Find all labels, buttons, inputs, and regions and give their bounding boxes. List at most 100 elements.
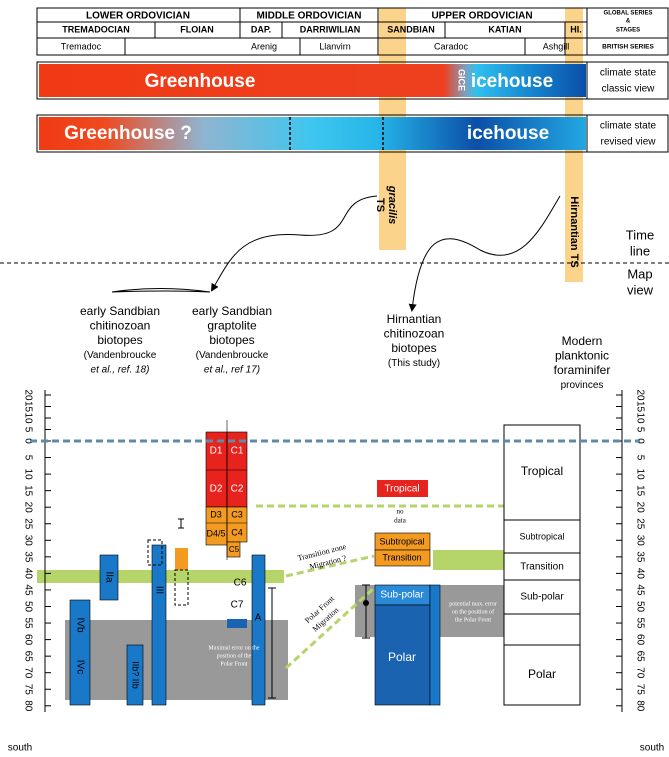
province-column (503, 424, 581, 706)
british-series: Caradoc (434, 41, 469, 51)
table-border (36, 7, 669, 56)
bar-frame (36, 61, 669, 100)
heading-line: chitinozoan (384, 327, 445, 341)
zone-label: D2 (210, 484, 223, 495)
tick-label: 60 (634, 634, 645, 646)
tick-label: 75 (634, 684, 645, 696)
zone (429, 584, 441, 706)
stage: SANDBIAN (387, 24, 435, 34)
map-label: Tropical (521, 464, 563, 478)
map-label: data (394, 517, 407, 525)
map-label: Polar (528, 667, 556, 681)
series: LOWER ORDOVICIAN (86, 11, 190, 22)
stage: DARRIWILIAN (300, 24, 361, 34)
zone (99, 554, 119, 601)
stage: FLOIAN (180, 24, 214, 34)
zone-label: C4 (231, 527, 243, 537)
map-label: IIa (103, 571, 114, 583)
header-table: LOWER ORDOVICIAN MIDDLE ORDOVICIAN UPPER… (36, 7, 669, 282)
stage: TREMADOCIAN (62, 24, 130, 34)
zone-label: C6 (234, 578, 247, 589)
icehouse: icehouse (471, 71, 553, 92)
dashed-zone (174, 569, 189, 606)
heading-line: early Sandbian (192, 304, 272, 318)
heading-line: Modern (562, 334, 603, 348)
zone-label: A (255, 613, 262, 624)
tick-label: 10 (22, 469, 33, 481)
tick-label: 20 (22, 389, 33, 401)
british-series: Tremadoc (61, 41, 102, 51)
tick-label: 65 (634, 651, 645, 663)
tick-label: 0 (22, 438, 33, 444)
table-lines (37, 8, 668, 55)
heading-line: biotopes (97, 333, 142, 347)
zone-a (251, 554, 266, 706)
tick-label: 15 (22, 401, 33, 413)
british-series: Arenig (251, 41, 277, 51)
dashed-zone (147, 539, 163, 566)
heading-line: foraminifer (554, 363, 611, 377)
tick-label: 40 (22, 568, 33, 580)
tick-label: 30 (634, 535, 645, 547)
caption: & (626, 19, 631, 25)
tick-label: 40 (634, 568, 645, 580)
migration-line (284, 586, 376, 670)
zone (374, 549, 431, 567)
tick-label: 80 (634, 700, 645, 712)
zone-d (205, 431, 228, 508)
zone-label: C2 (231, 484, 244, 495)
bar-frame (36, 114, 669, 153)
map-label: IIb? IIb (131, 661, 141, 689)
map-label: Polar (388, 650, 416, 664)
heading-line: Hirnantian (387, 312, 442, 326)
arrow (210, 195, 378, 292)
heading-line: chitinozoan (90, 319, 151, 333)
tick-label: 10 (634, 412, 645, 424)
map (37, 420, 581, 706)
tick-label: 5 (22, 427, 33, 433)
latitude-axes: 201510505101520253035404550556065707580s… (8, 389, 664, 753)
tick-label: 15 (634, 485, 645, 497)
axis-label: south (640, 743, 664, 754)
map-label: no (397, 508, 405, 516)
caption: STAGES (616, 28, 640, 34)
tick-label: 15 (634, 401, 645, 413)
divider-label: Map (627, 266, 652, 281)
tick-label: 55 (22, 617, 33, 629)
tick-label: 80 (22, 700, 33, 712)
tick-label: 20 (634, 502, 645, 514)
heading-line: graptolite (207, 319, 257, 333)
heading-line: (This study) (388, 358, 440, 369)
caption: classic view (602, 84, 656, 95)
marker (363, 600, 369, 606)
caption: climate state (600, 68, 657, 79)
heading-line: et al., ref 17) (204, 365, 260, 376)
axis-label: south (8, 743, 32, 754)
greenhouse: Greenhouse (145, 71, 256, 92)
tick-label: 5 (22, 455, 33, 461)
zone-c (226, 431, 248, 508)
map-label: Subtropical (379, 536, 424, 546)
zone-label: C5 (229, 545, 240, 554)
series: MIDDLE ORDOVICIAN (257, 11, 362, 22)
tick-label: 45 (22, 584, 33, 596)
tick-label: 10 (634, 469, 645, 481)
zone-label: D3 (210, 509, 222, 519)
map-label: Maximal error on the (208, 645, 259, 651)
ts-label: gracilis (386, 185, 398, 225)
caption: GLOBAL SERIES (604, 11, 653, 17)
map-label: IVc (74, 660, 85, 674)
tick-label: 55 (634, 617, 645, 629)
tick-label: 75 (22, 684, 33, 696)
tick-label: 65 (22, 651, 33, 663)
map-label: Subtropical (519, 531, 564, 541)
stage: DAP. (251, 24, 271, 34)
time-slices: gracilis TS Hirnantian TS Time line Map … (0, 185, 669, 312)
tick-label: 35 (634, 551, 645, 563)
caption: revised view (600, 137, 656, 148)
transition-band (433, 550, 507, 570)
caption: BRITISH SERIES (602, 44, 654, 51)
map-label: Sub-polar (380, 590, 424, 601)
zone-c (227, 619, 247, 628)
zone (151, 544, 167, 706)
